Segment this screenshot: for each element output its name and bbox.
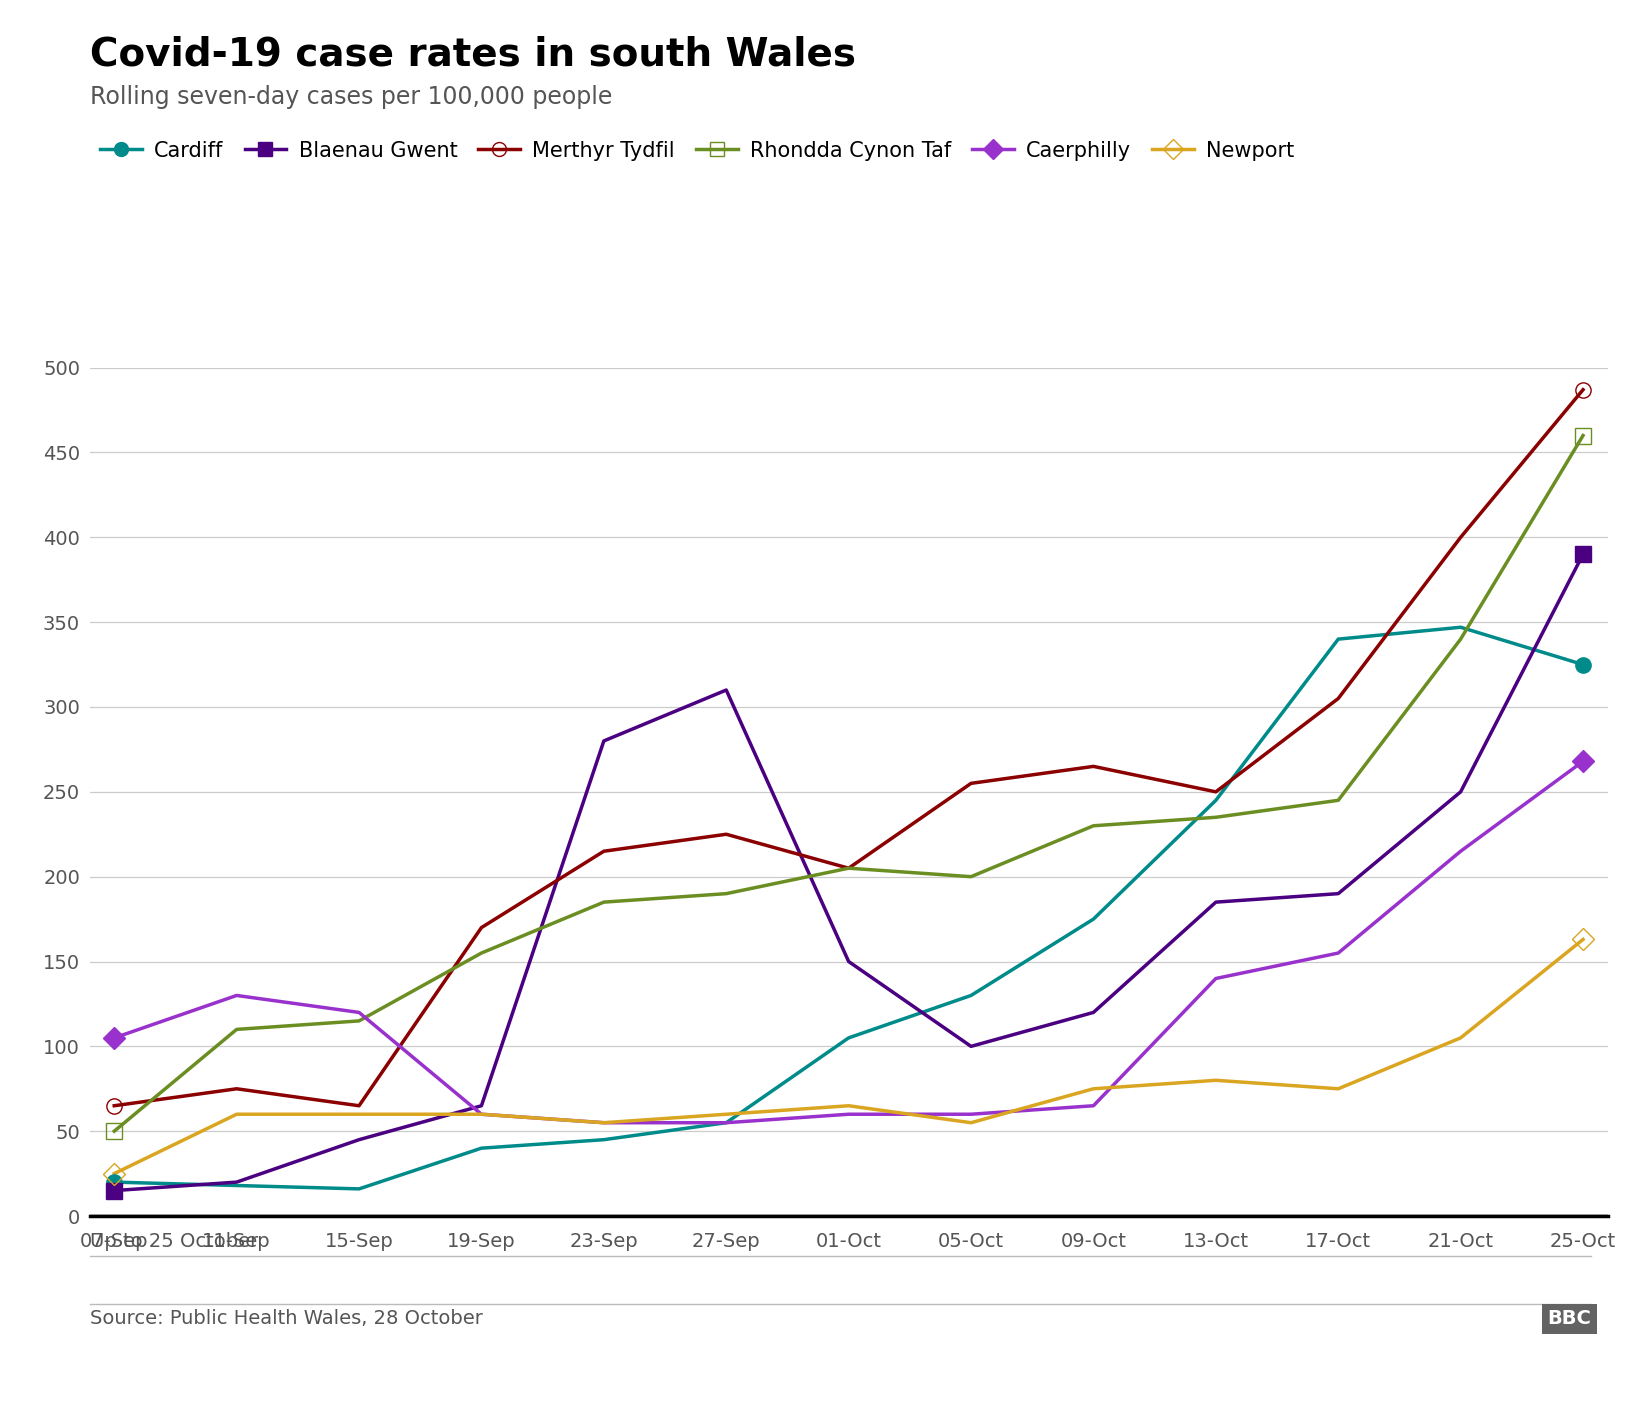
Text: Source: Public Health Wales, 28 October: Source: Public Health Wales, 28 October [90, 1309, 483, 1328]
Text: Rolling seven-day cases per 100,000 people: Rolling seven-day cases per 100,000 peop… [90, 85, 612, 109]
Legend: Cardiff, Blaenau Gwent, Merthyr Tydfil, Rhondda Cynon Taf, Caerphilly, Newport: Cardiff, Blaenau Gwent, Merthyr Tydfil, … [100, 140, 1294, 161]
Text: BBC: BBC [1547, 1309, 1591, 1328]
Text: Covid-19 case rates in south Wales: Covid-19 case rates in south Wales [90, 35, 855, 74]
Text: Up to 25 October: Up to 25 October [90, 1233, 258, 1251]
